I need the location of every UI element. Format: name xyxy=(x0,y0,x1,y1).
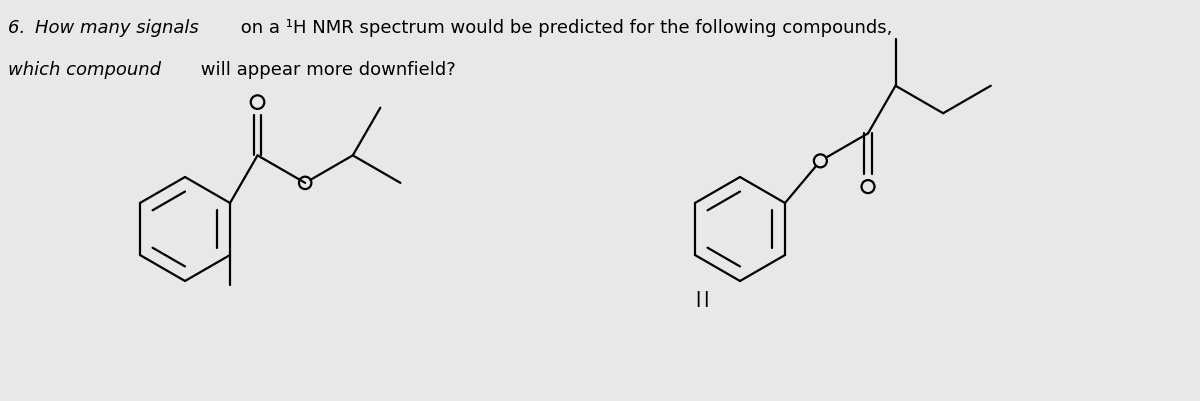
Text: 6.: 6. xyxy=(8,19,31,37)
Text: will appear more downfield?: will appear more downfield? xyxy=(194,61,456,79)
Text: which compound: which compound xyxy=(8,61,161,79)
Text: ||: || xyxy=(692,291,712,307)
Text: on a ¹H NMR spectrum would be predicted for the following compounds,: on a ¹H NMR spectrum would be predicted … xyxy=(235,19,893,37)
Text: How many signals: How many signals xyxy=(35,19,199,37)
